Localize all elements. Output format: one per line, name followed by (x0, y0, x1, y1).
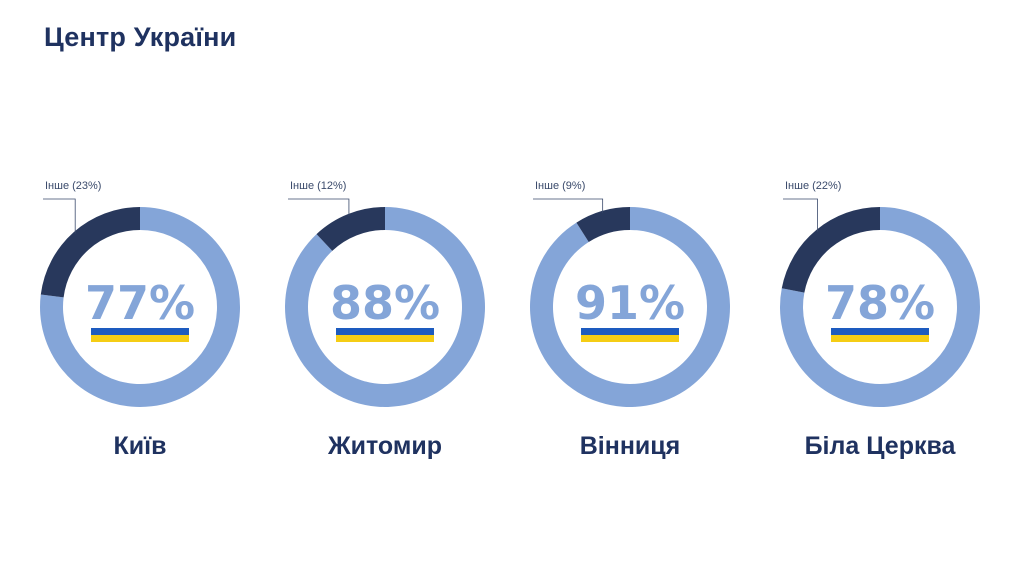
city-label: Вінниця (580, 432, 681, 460)
flag-stripe-yellow (831, 335, 929, 342)
donut-chart: Інше (12%) 88% Житомир (284, 180, 485, 460)
flag-stripe-blue (831, 328, 929, 335)
other-share-label: Інше (23%) (45, 180, 101, 192)
percent-value: 91% (575, 276, 685, 330)
city-label: Київ (113, 432, 166, 460)
callout-leader-line (43, 198, 76, 234)
donut-chart: Інше (22%) 78% Біла Церква (780, 180, 981, 460)
donut-slice-other (781, 207, 880, 293)
callout-leader-line (783, 198, 818, 232)
flag-stripe-yellow (581, 335, 679, 342)
other-share-label: Інше (12%) (290, 180, 346, 192)
donut-slice-other (40, 207, 140, 298)
flag-stripe-blue (336, 328, 434, 335)
donut-chart: Інше (9%) 91% Вінниця (529, 180, 730, 460)
city-label: Житомир (327, 432, 442, 460)
callout-leader-line (533, 198, 604, 213)
percent-value: 78% (825, 276, 935, 330)
percent-value: 77% (85, 276, 195, 330)
flag-stripe-blue (91, 328, 189, 335)
other-share-label: Інше (9%) (535, 180, 585, 192)
flag-stripe-yellow (91, 335, 189, 342)
percent-value: 88% (330, 276, 440, 330)
donut-slice-other (316, 207, 385, 251)
flag-stripe-blue (581, 328, 679, 335)
flag-stripe-yellow (336, 335, 434, 342)
donut-chart: Інше (23%) 77% Київ (39, 180, 240, 460)
city-label: Біла Церква (805, 432, 957, 460)
callout-leader-line (288, 198, 350, 216)
page-title: Центр України (44, 22, 237, 52)
other-share-label: Інше (22%) (785, 180, 841, 192)
donut-slice-other (576, 207, 630, 242)
